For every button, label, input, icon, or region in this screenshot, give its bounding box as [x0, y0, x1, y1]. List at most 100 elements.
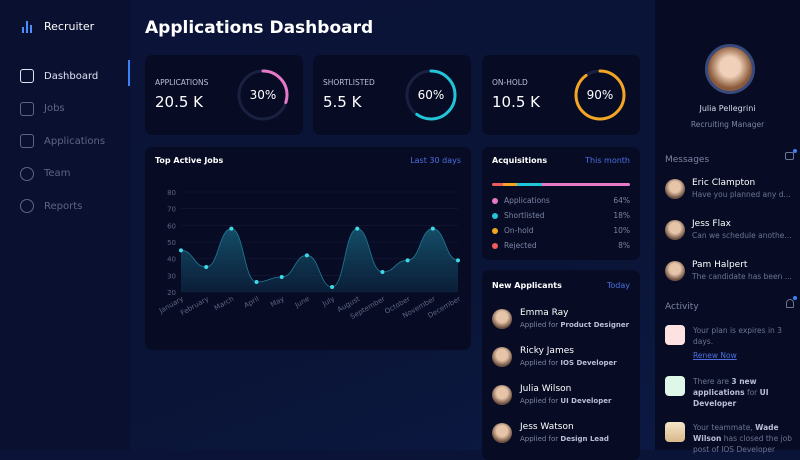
legend-item: Applications 64%	[492, 196, 630, 205]
applicant-name: Julia Wilson	[520, 384, 572, 394]
bar-segment	[492, 183, 504, 186]
chart-range-link[interactable]: Last 30 days	[410, 156, 461, 165]
right-panel: Julia Pellegrini Recruiting Manager Mess…	[655, 0, 800, 454]
progress-ring: 60%	[405, 69, 457, 121]
ring-percent: 90%	[587, 88, 614, 102]
activity-item: Your plan is expires in 3 days. Renew No…	[665, 325, 798, 360]
applicant-role: Applied for IOS Developer	[520, 359, 617, 367]
brand-name: Recruiter	[44, 20, 95, 33]
chat-icon[interactable]	[785, 149, 797, 160]
legend-percent: 64%	[613, 196, 630, 205]
y-tick-label: 20	[167, 289, 176, 297]
progress-ring: 30%	[237, 69, 289, 121]
messages-title: Messages	[665, 155, 710, 165]
acquisitions-title: Acquisitions	[492, 156, 548, 165]
activity-text: There are 3 new applications for UI Deve…	[693, 377, 769, 408]
data-point[interactable]	[456, 258, 460, 263]
ring-fill	[574, 69, 626, 121]
applicant-item[interactable]: Ricky James Applied for IOS Developer	[492, 346, 617, 367]
legend-label: Applications	[504, 196, 550, 205]
data-point[interactable]	[380, 270, 385, 274]
data-point[interactable]	[254, 280, 259, 284]
legend-item: Shortlisted 18%	[492, 211, 630, 220]
activity-title: Activity	[665, 302, 699, 312]
legend-item: Rejected 8%	[492, 241, 630, 250]
sender-avatar	[665, 178, 685, 199]
stat-card-on-hold: ON-HOLD 10.5 K 90%	[482, 55, 640, 135]
legend-label: On-hold	[504, 226, 534, 235]
briefcase-icon	[20, 101, 34, 116]
applicant-avatar	[492, 308, 512, 329]
nav-label: Dashboard	[44, 70, 99, 82]
applicant-role: Applied for Design Lead	[520, 435, 609, 443]
data-point[interactable]	[330, 285, 335, 289]
sender-avatar	[665, 260, 685, 281]
nav-item-applications[interactable]: Applications	[0, 125, 130, 158]
nav-item-jobs[interactable]: Jobs	[0, 93, 130, 126]
message-item[interactable]: Eric Clampton Have you planned any d...	[665, 178, 791, 199]
stat-label: ON-HOLD	[492, 78, 528, 87]
data-point[interactable]	[405, 258, 410, 263]
x-tick-label: February	[179, 295, 210, 317]
legend-percent: 10%	[613, 226, 630, 235]
acquisitions-bar	[492, 183, 630, 186]
brand[interactable]: Recruiter	[22, 20, 94, 33]
applicant-name: Ricky James	[520, 346, 574, 356]
x-tick-label: March	[213, 295, 235, 313]
progress-ring: 90%	[574, 69, 626, 121]
alert-icon	[665, 325, 685, 345]
data-point[interactable]	[229, 226, 234, 231]
sender-name: Eric Clampton	[692, 178, 756, 188]
nav-item-dashboard[interactable]: Dashboard	[0, 60, 130, 93]
data-point[interactable]	[430, 226, 435, 231]
data-point[interactable]	[204, 265, 209, 269]
y-tick-label: 50	[167, 239, 176, 247]
bell-icon[interactable]	[786, 296, 797, 308]
data-point[interactable]	[304, 253, 309, 258]
applicant-item[interactable]: Jess Watson Applied for Design Lead	[492, 422, 609, 443]
stat-label: SHORTLISTED	[323, 78, 375, 87]
dashboard-icon	[20, 69, 34, 84]
activity-item: Your teammate, Wade Wilson has closed th…	[665, 422, 798, 455]
renew-now-link[interactable]: Renew Now	[693, 351, 737, 360]
message-preview: Have you planned any d...	[692, 190, 791, 199]
applicants-range-link[interactable]: Today	[606, 281, 630, 290]
profile-avatar[interactable]	[705, 44, 755, 94]
data-point[interactable]	[279, 275, 284, 279]
applicant-avatar	[492, 384, 512, 405]
message-preview: The candidate has been ...	[692, 272, 792, 281]
sidebar: Recruiter Dashboard Jobs Applications Te…	[0, 0, 130, 450]
legend-label: Shortlisted	[504, 211, 545, 220]
stat-card-shortlisted: SHORTLISTED 5.5 K 60%	[313, 55, 471, 135]
ring-fill	[237, 69, 289, 121]
message-preview: Can we schedule anothe...	[692, 231, 792, 240]
acquisitions-card: Acquisitions This month Applications 64% S…	[482, 147, 640, 260]
x-tick-label: April	[243, 295, 261, 310]
acquisitions-range-link[interactable]: This month	[585, 156, 630, 165]
ring-percent: 30%	[250, 88, 277, 102]
nav-item-reports[interactable]: Reports	[0, 190, 130, 223]
sender-name: Jess Flax	[692, 219, 731, 229]
legend-item: On-hold 10%	[492, 226, 630, 235]
stat-value: 5.5 K	[323, 93, 362, 111]
nav-item-team[interactable]: Team	[0, 158, 130, 191]
activity-text: Your teammate, Wade Wilson has closed th…	[693, 423, 792, 454]
sender-avatar	[665, 219, 685, 240]
bar-segment	[541, 183, 630, 186]
data-point[interactable]	[355, 226, 360, 231]
legend-dot	[492, 197, 498, 204]
nav-label: Team	[44, 168, 71, 180]
legend-dot	[492, 212, 498, 219]
legend-dot	[492, 242, 498, 249]
message-item[interactable]: Jess Flax Can we schedule anothe...	[665, 219, 792, 240]
profile-role: Recruiting Manager	[690, 120, 765, 129]
ring-fill	[405, 69, 457, 121]
y-tick-label: 70	[167, 206, 176, 214]
stat-value: 20.5 K	[155, 93, 204, 111]
y-tick-label: 30	[167, 272, 176, 280]
file-icon	[665, 376, 685, 396]
message-item[interactable]: Pam Halpert The candidate has been ...	[665, 260, 792, 281]
applicant-item[interactable]: Julia Wilson Applied for UI Developer	[492, 384, 611, 405]
data-point[interactable]	[179, 248, 183, 253]
applicant-item[interactable]: Emma Ray Applied for Product Designer	[492, 308, 629, 329]
